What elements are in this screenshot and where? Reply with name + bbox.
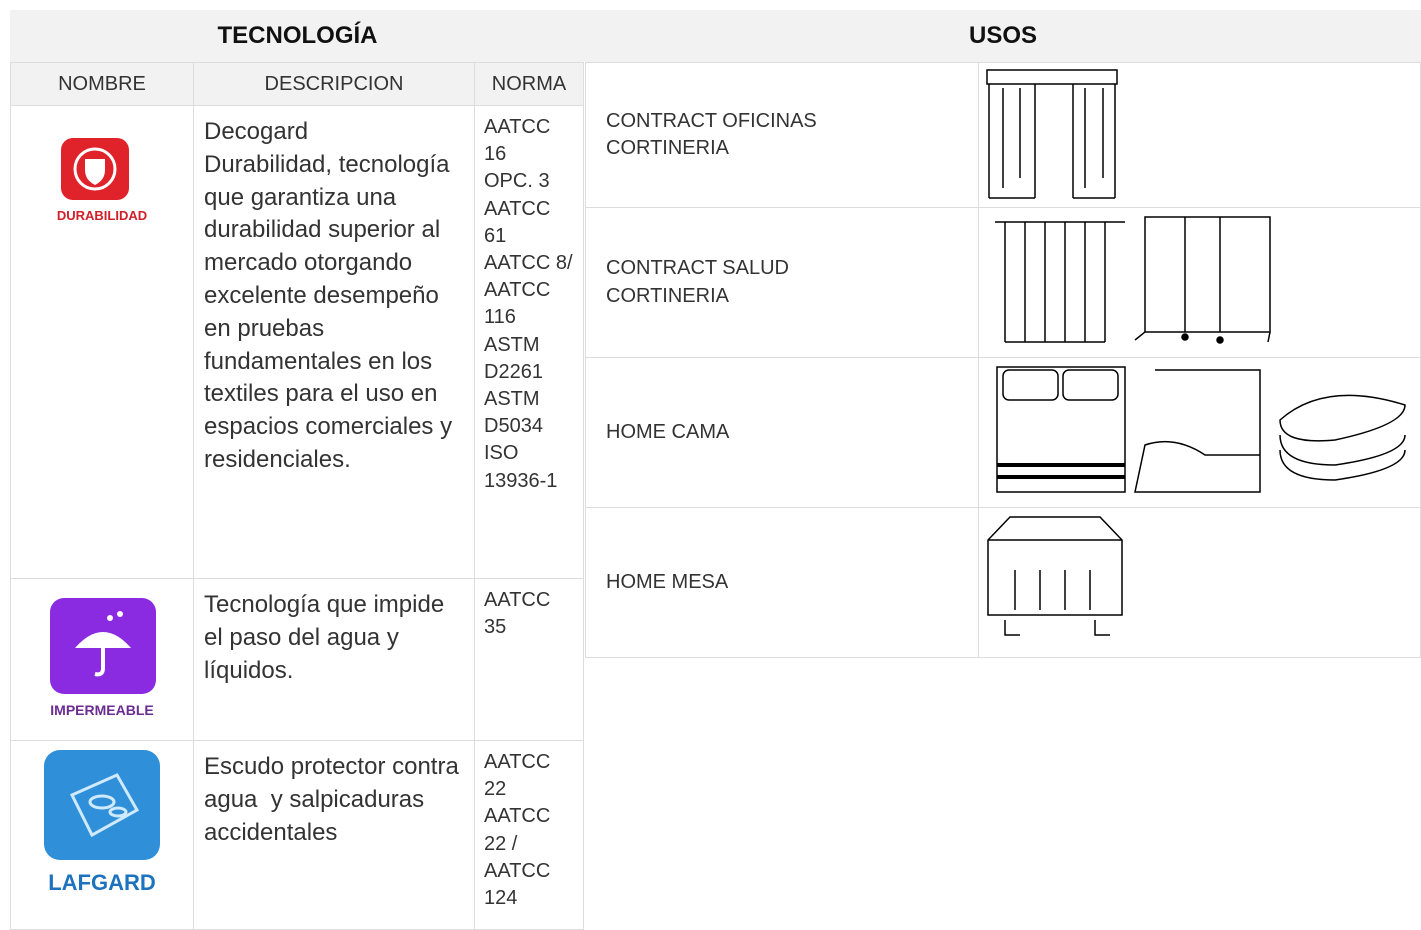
logo-label: LAFGARD [48,870,156,895]
durability-logo [61,138,129,200]
text-line: ASTM D2261 [484,333,543,383]
text-line: AATCC 124 [484,859,551,910]
norm-cell: AATCC 35 [474,578,584,741]
text-line: HOME CAMA [606,420,730,443]
health-curtain-icon [995,216,1271,344]
text-line: AATCC 116 [484,279,551,329]
text-line: CONTRACT OFICINAS [606,109,817,132]
description: Durabilidad, tecnología que garantiza un… [204,150,459,473]
text-line: AATCC 61 [484,197,551,247]
norm-cell: AATCC 16 OPC. 3 AATCC 61 AATCC 8/AATCC 116 A… [474,105,584,579]
description-cell: Tecnología que impide el paso del agua y… [193,578,475,741]
description: Decogard [204,118,309,145]
text-line: AATCC 35 [484,589,551,639]
curtain-icon [986,69,1118,199]
left-title: TECNOLOGÍA [10,10,585,62]
text-line: CORTINERIA [606,284,729,307]
lafgard-logo [44,750,160,860]
use-cell: HOME CAMA [585,357,979,508]
bed-icon [996,366,1406,493]
text-line: ASTM D5034 [484,388,543,438]
text-line: AATCC 22 [484,751,551,801]
use-cell: HOME MESA [585,507,979,658]
text-line: CONTRACT SALUD [606,257,789,279]
logo-label: IMPERMEABLE [50,702,154,718]
text-line: AATCC 22 / [484,805,551,855]
use-cell: CONTRACT SALUD CORTINERIA [585,207,979,358]
column-header: NORMA [474,62,584,106]
text-line: ISO 13936-1 [484,442,558,492]
column-header: DESCRIPCION [193,62,475,106]
table-icon [987,516,1123,636]
text-line: OPC. 3 [484,170,550,193]
description-cell: Escudo protector contra agua y salpicadu… [193,740,475,930]
use-cell: CONTRACT OFICINAS CORTINERIA [585,62,979,208]
impermeable-logo [50,598,156,694]
logo-label: DURABILIDAD [56,208,148,223]
description: Escudo protector contra agua y salpicadu… [204,753,466,846]
text-line: HOME MESA [606,570,729,593]
text-line: CORTINERIA [606,137,729,159]
text-line: AATCC 16 [484,116,551,166]
right-title: USOS [585,10,1421,62]
text-line: AATCC 8/ [484,252,573,275]
norm-cell: AATCC 22 AATCC 22 /AATCC 124 [474,740,584,930]
description: Tecnología que impide el paso del agua y… [204,591,451,684]
description-cell: Decogard Durabilidad, tecnología que gar… [193,105,475,579]
column-header: NOMBRE [10,62,194,106]
